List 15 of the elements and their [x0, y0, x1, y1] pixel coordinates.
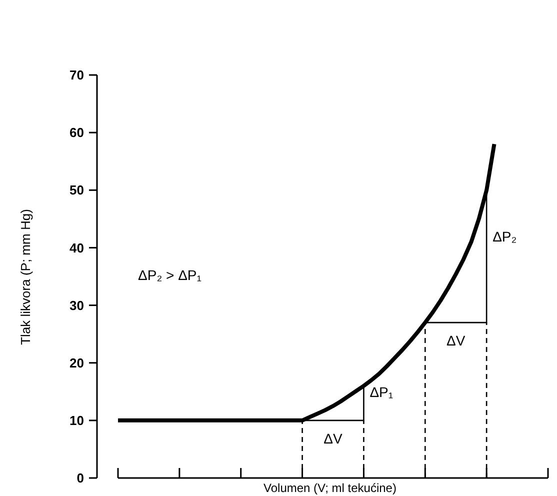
- x-axis-title: Volumen (V; ml tekućine): [264, 481, 396, 495]
- y-tick-label: 70: [70, 68, 84, 83]
- annotation: ΔV: [446, 332, 466, 348]
- annotation: ΔP₂: [492, 228, 517, 244]
- y-tick-label: 30: [70, 298, 84, 313]
- y-tick-label: 50: [70, 182, 84, 198]
- annotation: ΔP₁: [370, 384, 394, 400]
- annotation: ΔP₂ > ΔP₁: [138, 266, 202, 283]
- y-tick-label: 60: [70, 125, 84, 140]
- y-tick-label: 20: [70, 355, 84, 370]
- annotation: ΔV: [324, 430, 343, 446]
- y-tick-label: 40: [70, 240, 84, 256]
- y-tick-label: 10: [70, 412, 84, 428]
- y-axis-title: Tlak likvora (P; mm Hg): [18, 209, 33, 345]
- y-tick-label: 0: [76, 470, 84, 486]
